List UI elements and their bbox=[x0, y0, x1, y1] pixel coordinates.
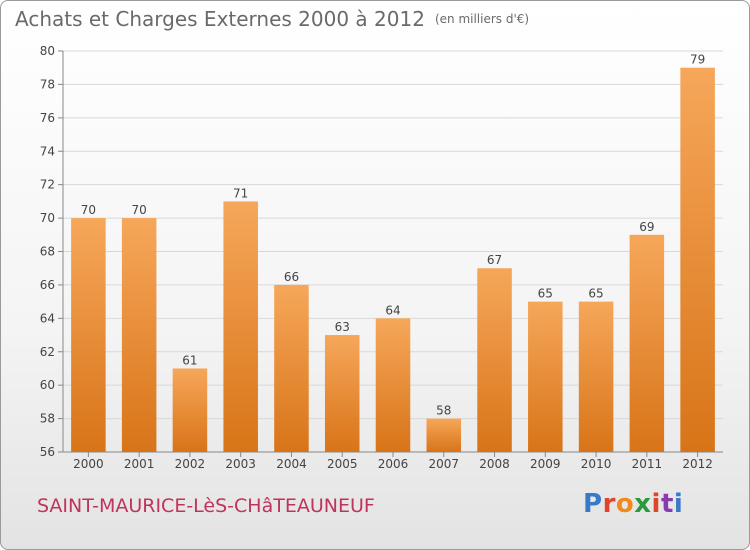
y-tick-label: 70 bbox=[40, 211, 55, 225]
bar-value-label: 65 bbox=[588, 287, 603, 301]
bar bbox=[71, 218, 106, 452]
bar bbox=[629, 234, 665, 452]
x-tick-label: 2001 bbox=[124, 457, 155, 471]
x-tick-label: 2005 bbox=[327, 457, 358, 471]
bar bbox=[223, 201, 258, 452]
bar-value-label: 71 bbox=[233, 186, 248, 200]
x-tick-label: 2012 bbox=[682, 457, 713, 471]
bar-value-label: 67 bbox=[487, 253, 502, 267]
logo-letter: x bbox=[634, 489, 652, 519]
bar bbox=[680, 67, 715, 452]
chart-title: Achats et Charges Externes 2000 à 2012 (e… bbox=[15, 7, 529, 31]
bar bbox=[274, 284, 309, 452]
unit-note: (en milliers d'€) bbox=[434, 12, 530, 26]
x-tick-label: 2008 bbox=[479, 457, 510, 471]
bar bbox=[324, 335, 360, 452]
bar-value-label: 65 bbox=[538, 287, 553, 301]
bar-value-label: 64 bbox=[385, 303, 400, 317]
x-tick-label: 2011 bbox=[632, 457, 663, 471]
logo-letter: i bbox=[651, 489, 661, 519]
logo-letter: P bbox=[583, 489, 603, 519]
bar bbox=[121, 218, 157, 452]
y-tick-label: 66 bbox=[40, 278, 55, 292]
bar-value-label: 69 bbox=[639, 220, 654, 234]
bar-value-label: 58 bbox=[436, 404, 451, 418]
x-tick-label: 2000 bbox=[73, 457, 104, 471]
bar-value-label: 79 bbox=[690, 53, 705, 67]
y-tick-label: 74 bbox=[40, 144, 55, 158]
bar-value-label: 63 bbox=[335, 320, 350, 334]
bar-value-label: 70 bbox=[81, 203, 96, 217]
bar bbox=[375, 318, 411, 452]
logo-letter: i bbox=[673, 489, 684, 519]
x-tick-label: 2003 bbox=[225, 457, 256, 471]
x-tick-label: 2004 bbox=[276, 457, 307, 471]
y-tick-label: 68 bbox=[40, 245, 55, 259]
y-tick-label: 64 bbox=[40, 311, 55, 325]
bar-value-label: 61 bbox=[182, 353, 197, 367]
logo-letter: o bbox=[615, 489, 635, 519]
x-tick-label: 2007 bbox=[428, 457, 459, 471]
y-tick-label: 76 bbox=[40, 111, 55, 125]
y-tick-label: 72 bbox=[40, 178, 55, 192]
x-tick-label: 2002 bbox=[175, 457, 206, 471]
logo-letter: t bbox=[660, 489, 674, 519]
y-tick-label: 56 bbox=[40, 445, 55, 459]
x-tick-label: 2009 bbox=[530, 457, 561, 471]
bar bbox=[578, 301, 614, 452]
bar-value-label: 70 bbox=[132, 203, 147, 217]
bar bbox=[477, 268, 512, 452]
y-tick-label: 80 bbox=[40, 44, 55, 58]
bar bbox=[172, 368, 208, 452]
y-tick-label: 60 bbox=[40, 378, 55, 392]
y-tick-label: 78 bbox=[40, 77, 55, 91]
logo-letter: r bbox=[602, 489, 616, 519]
commune-name: SAINT-MAURICE-LèS-CHâTEAUNEUF bbox=[37, 495, 375, 517]
bar bbox=[528, 301, 563, 452]
chart-title-text: Achats et Charges Externes 2000 à 2012 bbox=[15, 7, 425, 31]
y-tick-label: 58 bbox=[40, 412, 55, 426]
bar bbox=[426, 418, 462, 452]
y-tick-label: 62 bbox=[40, 345, 55, 359]
proxiti-logo: Proxiti bbox=[583, 489, 683, 519]
x-tick-label: 2006 bbox=[378, 457, 409, 471]
bar-value-label: 66 bbox=[284, 270, 299, 284]
x-tick-label: 2010 bbox=[581, 457, 612, 471]
